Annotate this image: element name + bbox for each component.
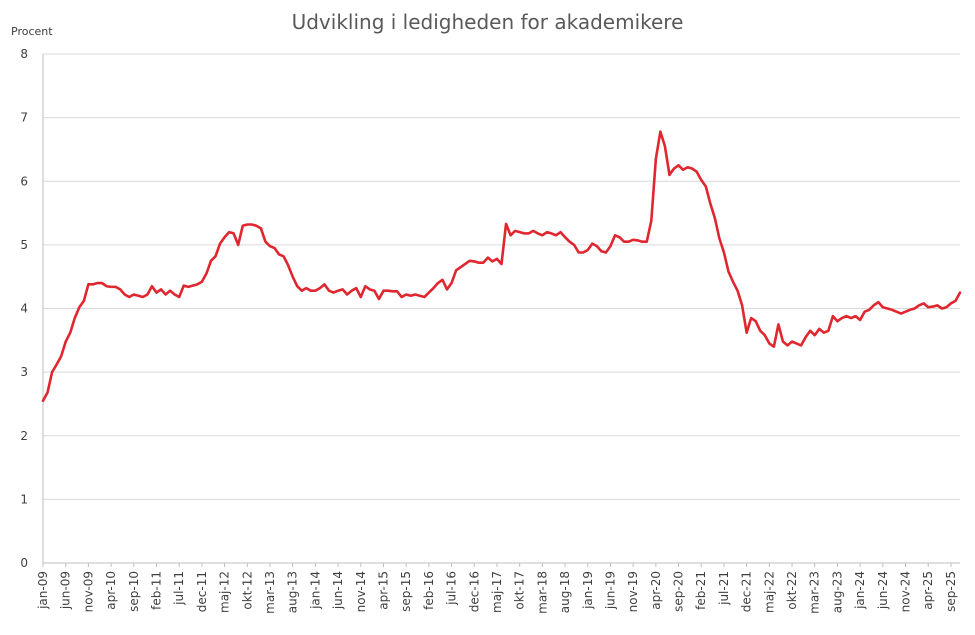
axis-lines	[42, 54, 960, 564]
y-tick-label: 3	[20, 365, 28, 379]
x-tick-label: mar-18	[535, 571, 549, 614]
y-axis-ticks: 0 1 2 3 4 5 6 7 8	[20, 47, 28, 570]
series-group	[41, 130, 962, 403]
y-tick-label: 6	[20, 174, 28, 188]
x-tick-label: sep-20	[672, 571, 686, 612]
x-tick-label: jun-24	[876, 571, 890, 610]
y-tick-label: 5	[20, 238, 28, 252]
x-tick-label: jul-11	[172, 571, 186, 606]
x-axis-ticks: jan-09 jun-09 nov-09 apr-10 sep-10 feb-11 jul-…	[36, 563, 958, 614]
x-tick-label: jun-09	[59, 571, 73, 610]
gridlines	[43, 53, 960, 500]
y-tick-label: 8	[20, 47, 28, 61]
x-tick-label: apr-15	[376, 571, 390, 610]
x-tick-label: dec-16	[467, 571, 481, 612]
x-tick-label: nov-14	[354, 571, 368, 612]
x-tick-label: feb-21	[694, 571, 708, 610]
x-tick-label: jan-14	[308, 571, 322, 610]
y-tick-label: 7	[20, 111, 28, 125]
y-axis-label: Procent	[11, 25, 53, 38]
x-tick-label: jun-14	[331, 571, 345, 610]
x-tick-label: feb-16	[422, 571, 436, 610]
x-tick-label: nov-09	[81, 571, 95, 612]
x-tick-label: jul-16	[445, 571, 459, 606]
x-tick-label: dec-21	[740, 571, 754, 612]
x-tick-label: okt-22	[785, 571, 799, 610]
x-tick-label: apr-20	[649, 571, 663, 610]
x-tick-label: mar-13	[263, 571, 277, 614]
x-tick-label: sep-25	[944, 571, 958, 612]
x-tick-label: maj-17	[490, 571, 504, 613]
x-tick-label: nov-19	[626, 571, 640, 612]
x-tick-label: dec-11	[195, 571, 209, 612]
x-tick-label: aug-23	[830, 571, 844, 613]
x-tick-label: jul-21	[717, 571, 731, 606]
x-tick-label: jan-24	[853, 571, 867, 610]
x-tick-label: sep-10	[127, 571, 141, 612]
chart-title: Udvikling i ledigheden for akademikere	[291, 10, 684, 34]
series-line	[41, 130, 962, 403]
x-tick-label: jan-09	[36, 571, 50, 610]
x-tick-label: sep-15	[399, 571, 413, 612]
x-tick-label: jan-19	[581, 571, 595, 610]
x-tick-label: feb-11	[149, 571, 163, 610]
x-tick-label: okt-17	[513, 571, 527, 610]
x-tick-label: maj-12	[218, 571, 232, 613]
x-tick-label: okt-12	[240, 571, 254, 610]
x-tick-label: maj-22	[762, 571, 776, 613]
x-tick-label: aug-18	[558, 571, 572, 613]
y-tick-label: 1	[20, 492, 28, 506]
x-tick-label: aug-13	[286, 571, 300, 613]
y-tick-label: 4	[20, 302, 28, 316]
y-tick-label: 0	[20, 556, 28, 570]
y-tick-label: 2	[20, 429, 28, 443]
x-tick-label: apr-10	[104, 571, 118, 610]
x-tick-label: nov-24	[899, 571, 913, 612]
x-tick-label: jun-19	[603, 571, 617, 610]
x-tick-label: mar-23	[808, 571, 822, 614]
x-tick-label: apr-25	[921, 571, 935, 610]
